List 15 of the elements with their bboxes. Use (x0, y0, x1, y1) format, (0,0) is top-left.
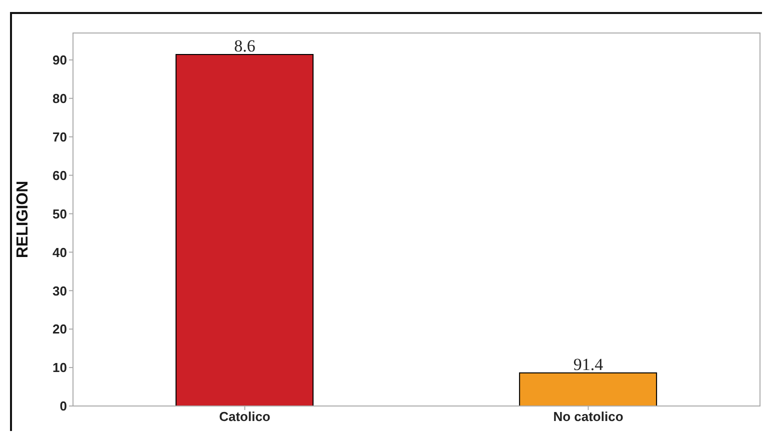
annotation: 8.6 (234, 36, 256, 56)
y-tick-label: 80 (52, 90, 67, 106)
y-tick-label: 30 (52, 283, 67, 298)
y-tick-label: 0 (60, 398, 67, 414)
y-axis-title: RELIGION (14, 180, 32, 258)
x-tick-label: No catolico (553, 409, 624, 424)
y-tick-label: 50 (52, 206, 67, 222)
annotation: 91.4 (573, 354, 604, 374)
y-tick-label: 70 (52, 129, 67, 144)
x-tick-label: Catolico (219, 409, 270, 424)
y-tick-label: 60 (52, 168, 67, 183)
y-tick-label: 40 (52, 244, 67, 260)
y-tick-label: 90 (52, 52, 67, 68)
y-tick-label: 20 (52, 322, 67, 337)
y-tick-label: 10 (52, 360, 67, 376)
